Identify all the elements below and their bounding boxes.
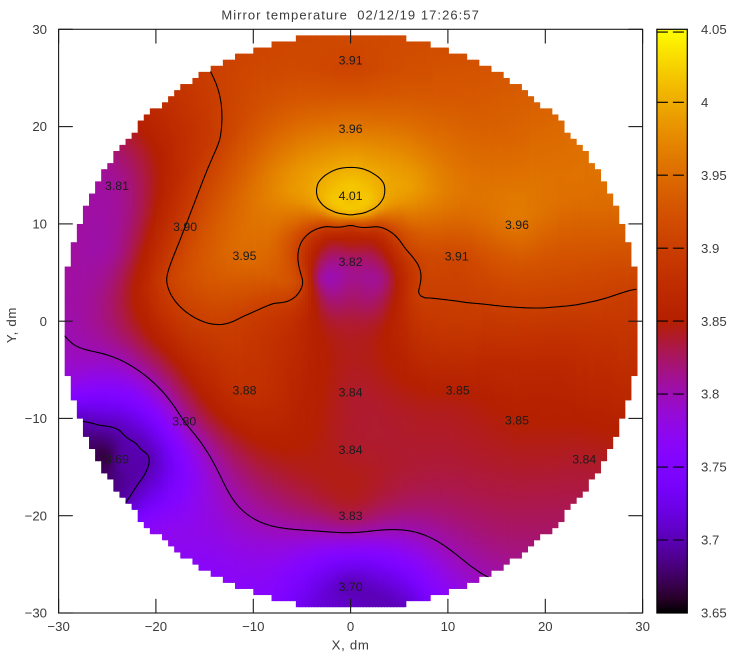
- svg-text:3.91: 3.91: [339, 54, 363, 68]
- svg-text:−10: −10: [25, 411, 47, 426]
- svg-text:X, dm: X, dm: [332, 638, 370, 653]
- svg-text:4: 4: [701, 95, 708, 110]
- svg-text:3.85: 3.85: [446, 384, 470, 398]
- svg-text:3.85: 3.85: [505, 414, 529, 428]
- svg-text:0: 0: [347, 619, 354, 634]
- svg-text:10: 10: [441, 619, 456, 634]
- svg-text:3.65: 3.65: [701, 606, 727, 621]
- svg-text:Y, dm: Y, dm: [4, 307, 19, 343]
- svg-text:3.70: 3.70: [339, 580, 363, 594]
- svg-text:3.84: 3.84: [339, 386, 363, 400]
- svg-text:3.85: 3.85: [701, 314, 727, 329]
- svg-text:3.69: 3.69: [105, 453, 129, 467]
- svg-text:3.81: 3.81: [105, 179, 129, 193]
- svg-text:0: 0: [40, 314, 47, 329]
- svg-text:3.91: 3.91: [445, 249, 469, 263]
- svg-text:20: 20: [32, 119, 47, 134]
- svg-text:10: 10: [32, 217, 47, 232]
- svg-text:3.8: 3.8: [701, 387, 719, 402]
- svg-text:−30: −30: [25, 606, 47, 621]
- svg-text:3.88: 3.88: [233, 384, 257, 398]
- svg-text:3.82: 3.82: [339, 255, 363, 269]
- svg-text:30: 30: [32, 22, 47, 37]
- svg-text:30: 30: [635, 619, 650, 634]
- svg-text:3.75: 3.75: [701, 460, 727, 475]
- svg-text:Mirror temperature 02/12/19 1: Mirror temperature 02/12/19 17:26:57: [221, 7, 480, 22]
- svg-text:3.90: 3.90: [173, 220, 197, 234]
- svg-text:4.05: 4.05: [701, 22, 727, 37]
- svg-text:3.83: 3.83: [339, 509, 363, 523]
- svg-text:3.96: 3.96: [505, 218, 529, 232]
- svg-text:3.9: 3.9: [701, 241, 719, 256]
- svg-text:−20: −20: [25, 508, 47, 523]
- svg-text:3.84: 3.84: [572, 453, 596, 467]
- svg-text:−20: −20: [145, 619, 167, 634]
- svg-text:−10: −10: [242, 619, 264, 634]
- svg-text:20: 20: [538, 619, 553, 634]
- svg-text:3.95: 3.95: [701, 168, 727, 183]
- svg-text:3.84: 3.84: [339, 443, 363, 457]
- svg-text:3.95: 3.95: [233, 249, 257, 263]
- svg-text:3.80: 3.80: [172, 415, 196, 429]
- svg-text:3.7: 3.7: [701, 533, 719, 548]
- svg-text:4.01: 4.01: [339, 189, 363, 203]
- svg-text:3.96: 3.96: [339, 122, 363, 136]
- svg-text:−30: −30: [47, 619, 69, 634]
